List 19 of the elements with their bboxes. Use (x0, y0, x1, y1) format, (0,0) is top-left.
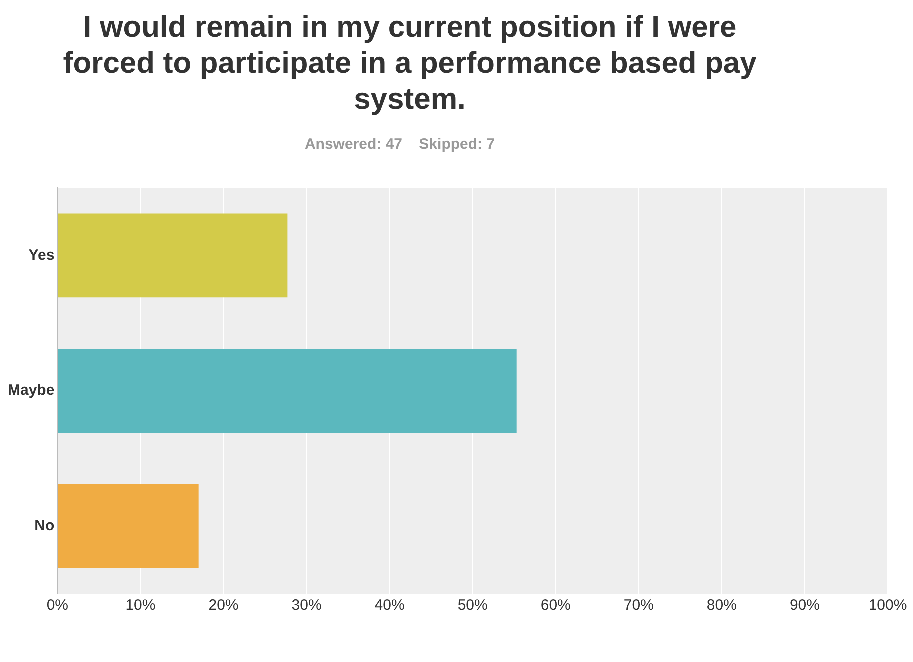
x-tick-label: 90% (790, 597, 820, 614)
bar (58, 214, 288, 298)
y-tick-label: No (34, 517, 55, 534)
x-tick-label: 50% (458, 597, 488, 614)
chart-subtitle: Answered: 47 Skipped: 7 (304, 136, 496, 153)
chart-title: I would remain in my current position if I were forced to participate in a performance based pay system. (62, 10, 758, 118)
bar (58, 349, 517, 433)
x-tick-label: 70% (624, 597, 654, 614)
y-tick-label: Maybe (8, 382, 55, 400)
x-tick-label: 0% (46, 597, 69, 614)
x-tick-label: 80% (706, 597, 737, 614)
x-tick-label: 10% (126, 597, 156, 614)
bar (58, 484, 199, 568)
x-tick-label: 30% (292, 597, 322, 614)
y-tick-label: Yes (28, 246, 55, 264)
x-tick-label: 20% (208, 597, 239, 614)
x-tick-label: 60% (540, 597, 571, 614)
x-tick-label: 100% (868, 597, 908, 614)
x-tick-label: 40% (374, 597, 405, 614)
